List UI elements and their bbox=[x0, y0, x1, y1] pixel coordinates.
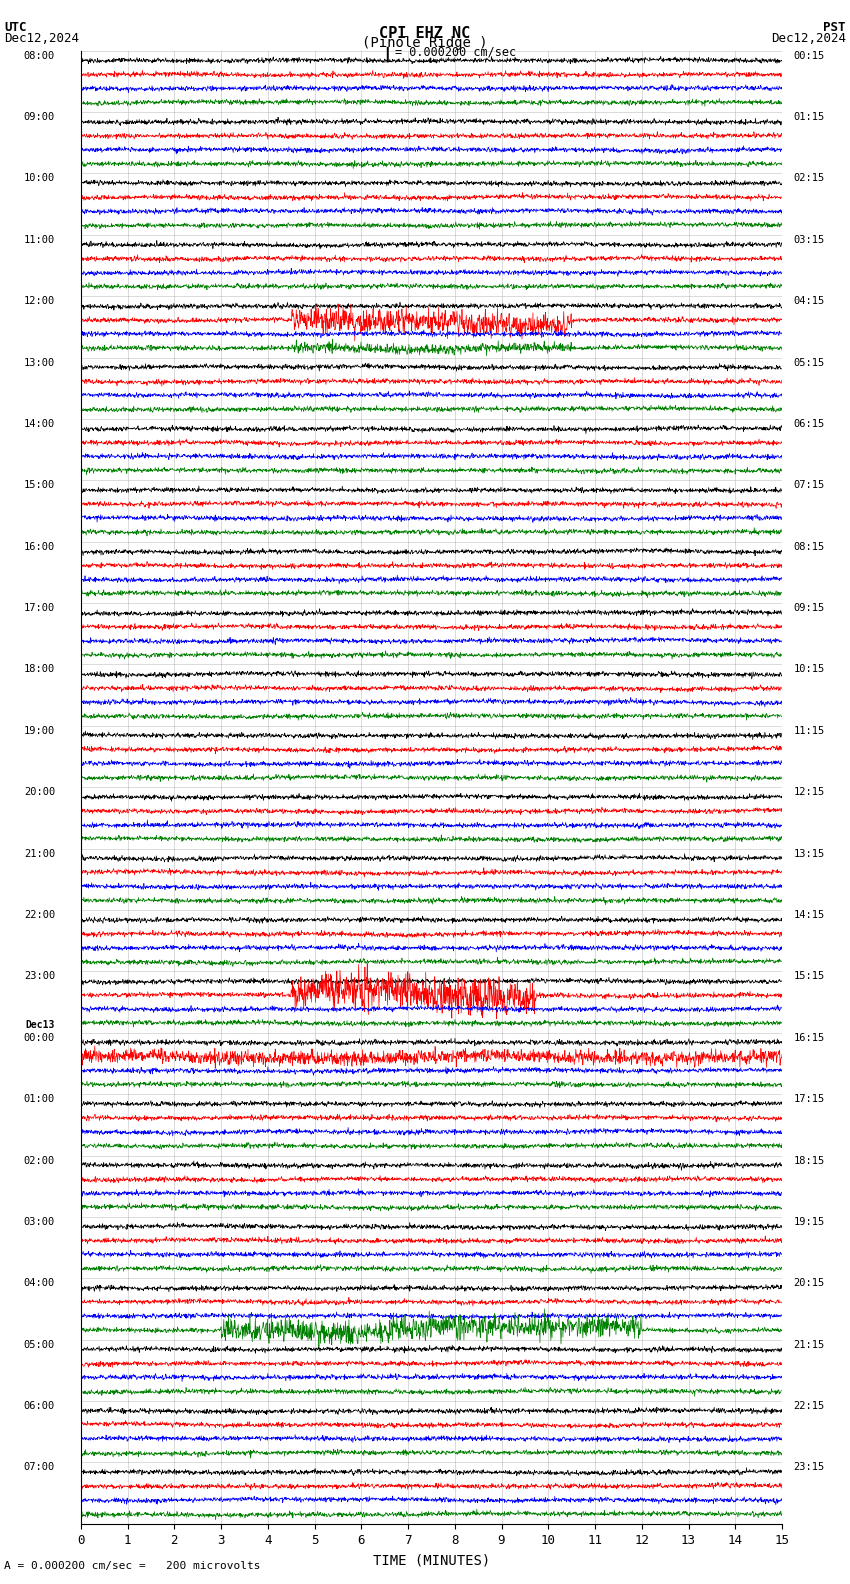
Text: 16:00: 16:00 bbox=[24, 542, 55, 551]
Text: 21:00: 21:00 bbox=[24, 849, 55, 859]
Text: 10:00: 10:00 bbox=[24, 173, 55, 184]
Text: 12:15: 12:15 bbox=[794, 787, 825, 797]
Text: 10:15: 10:15 bbox=[794, 665, 825, 675]
Text: 12:00: 12:00 bbox=[24, 296, 55, 306]
Text: UTC: UTC bbox=[4, 21, 26, 35]
Text: 09:15: 09:15 bbox=[794, 604, 825, 613]
Text: 20:15: 20:15 bbox=[794, 1278, 825, 1288]
Text: 13:00: 13:00 bbox=[24, 358, 55, 367]
Text: 01:00: 01:00 bbox=[24, 1095, 55, 1104]
Text: (Pinole Ridge ): (Pinole Ridge ) bbox=[362, 36, 488, 51]
Text: 11:15: 11:15 bbox=[794, 725, 825, 737]
Text: 19:15: 19:15 bbox=[794, 1217, 825, 1228]
Text: = 0.000200 cm/sec: = 0.000200 cm/sec bbox=[395, 46, 516, 59]
Text: 07:00: 07:00 bbox=[24, 1462, 55, 1473]
Text: 19:00: 19:00 bbox=[24, 725, 55, 737]
Text: A = 0.000200 cm/sec =   200 microvolts: A = 0.000200 cm/sec = 200 microvolts bbox=[4, 1562, 261, 1571]
Text: 05:00: 05:00 bbox=[24, 1340, 55, 1350]
Text: PST: PST bbox=[824, 21, 846, 35]
Text: 07:15: 07:15 bbox=[794, 480, 825, 491]
Text: 14:15: 14:15 bbox=[794, 909, 825, 920]
Text: Dec12,2024: Dec12,2024 bbox=[4, 32, 79, 44]
Text: 22:15: 22:15 bbox=[794, 1400, 825, 1411]
Text: 15:15: 15:15 bbox=[794, 971, 825, 982]
Text: 08:15: 08:15 bbox=[794, 542, 825, 551]
Text: 18:00: 18:00 bbox=[24, 665, 55, 675]
Text: 09:00: 09:00 bbox=[24, 112, 55, 122]
Text: 22:00: 22:00 bbox=[24, 909, 55, 920]
Text: Dec13: Dec13 bbox=[26, 1020, 55, 1031]
Text: 23:15: 23:15 bbox=[794, 1462, 825, 1473]
Text: 17:15: 17:15 bbox=[794, 1095, 825, 1104]
Text: 08:00: 08:00 bbox=[24, 51, 55, 60]
Text: 00:15: 00:15 bbox=[794, 51, 825, 60]
Text: 04:00: 04:00 bbox=[24, 1278, 55, 1288]
Text: 02:00: 02:00 bbox=[24, 1156, 55, 1166]
Text: 14:00: 14:00 bbox=[24, 418, 55, 429]
X-axis label: TIME (MINUTES): TIME (MINUTES) bbox=[373, 1554, 490, 1568]
Text: 17:00: 17:00 bbox=[24, 604, 55, 613]
Text: 00:00: 00:00 bbox=[24, 1033, 55, 1042]
Text: 06:15: 06:15 bbox=[794, 418, 825, 429]
Text: 04:15: 04:15 bbox=[794, 296, 825, 306]
Text: 21:15: 21:15 bbox=[794, 1340, 825, 1350]
Text: 18:15: 18:15 bbox=[794, 1156, 825, 1166]
Text: 20:00: 20:00 bbox=[24, 787, 55, 797]
Text: CPI EHZ NC: CPI EHZ NC bbox=[379, 25, 471, 41]
Text: 23:00: 23:00 bbox=[24, 971, 55, 982]
Text: 03:00: 03:00 bbox=[24, 1217, 55, 1228]
Text: 03:15: 03:15 bbox=[794, 234, 825, 246]
Text: ┃: ┃ bbox=[383, 46, 390, 62]
Text: Dec12,2024: Dec12,2024 bbox=[771, 32, 846, 44]
Text: 11:00: 11:00 bbox=[24, 234, 55, 246]
Text: 01:15: 01:15 bbox=[794, 112, 825, 122]
Text: 13:15: 13:15 bbox=[794, 849, 825, 859]
Text: 02:15: 02:15 bbox=[794, 173, 825, 184]
Text: 15:00: 15:00 bbox=[24, 480, 55, 491]
Text: 06:00: 06:00 bbox=[24, 1400, 55, 1411]
Text: 16:15: 16:15 bbox=[794, 1033, 825, 1042]
Text: 05:15: 05:15 bbox=[794, 358, 825, 367]
